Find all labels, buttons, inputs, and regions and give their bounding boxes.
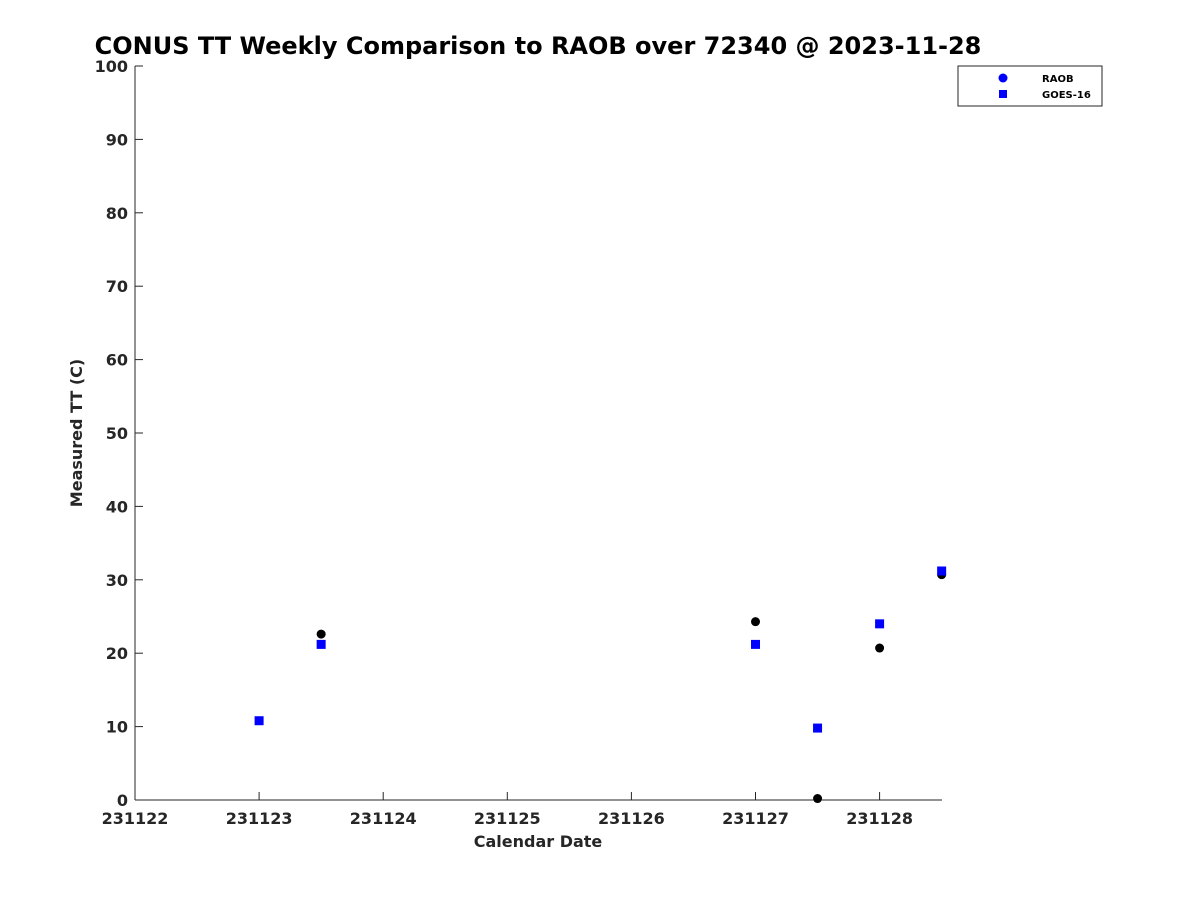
goes-16-point xyxy=(813,723,823,733)
legend-goes-marker xyxy=(999,90,1007,98)
goes-16-point xyxy=(937,566,947,576)
data-points xyxy=(254,566,947,804)
x-tick-label: 231128 xyxy=(846,809,913,828)
chart-title: CONUS TT Weekly Comparison to RAOB over … xyxy=(95,32,982,60)
x-ticks: 231122 231123 231124 231125 231126 231127 2311… xyxy=(102,792,913,828)
legend-box xyxy=(957,65,1103,107)
y-tick-label: 0 xyxy=(117,791,128,810)
y-tick-label: 100 xyxy=(95,57,128,76)
y-tick-label: 90 xyxy=(106,130,128,149)
y-tick-label: 30 xyxy=(106,571,128,590)
x-tick-label: 231123 xyxy=(226,809,293,828)
y-tick-label: 80 xyxy=(106,204,128,223)
x-tick-label: 231122 xyxy=(102,809,169,828)
goes-16-point xyxy=(254,716,264,726)
raob-point xyxy=(813,794,823,804)
y-tick-label: 10 xyxy=(106,718,128,737)
x-tick-label: 231125 xyxy=(474,809,541,828)
y-ticks: 0 10 20 30 40 50 60 70 80 90 100 xyxy=(95,57,143,810)
y-tick-label: 40 xyxy=(106,497,128,516)
legend-raob-marker xyxy=(998,73,1008,83)
raob-point xyxy=(751,617,760,627)
x-axis-label: Calendar Date xyxy=(474,832,603,851)
x-tick-label: 231127 xyxy=(722,809,789,828)
goes-16-point xyxy=(751,639,760,649)
x-tick-label: 231124 xyxy=(350,809,417,828)
y-tick-label: 50 xyxy=(106,424,128,443)
y-axis-label: Measured TT (C) xyxy=(67,359,86,507)
raob-point xyxy=(316,629,326,639)
goes-16-point xyxy=(316,639,326,649)
y-tick-label: 70 xyxy=(106,277,128,296)
y-tick-label: 60 xyxy=(106,351,128,370)
legend-raob-label: RAOB xyxy=(1042,74,1074,85)
legend: RAOB GOES-16 xyxy=(957,65,1103,107)
y-tick-label: 20 xyxy=(106,644,128,663)
x-tick-label: 231126 xyxy=(598,809,665,828)
legend-goes-label: GOES-16 xyxy=(1042,90,1091,101)
goes-16-point xyxy=(875,619,885,629)
raob-point xyxy=(875,643,885,653)
